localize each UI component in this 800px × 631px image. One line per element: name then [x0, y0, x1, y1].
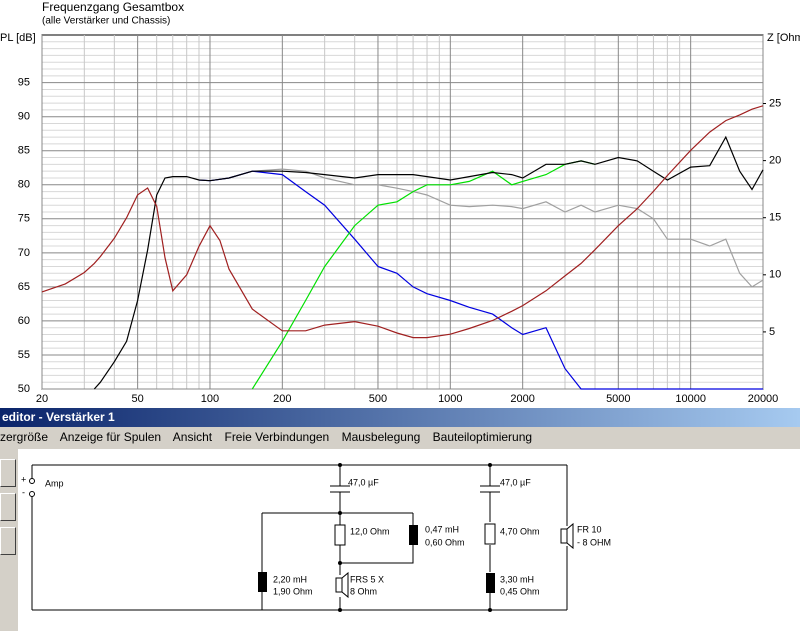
series-line — [251, 160, 596, 390]
inductor-label: 0,47 mH — [425, 524, 459, 534]
x-tick-label: 10000 — [675, 393, 706, 405]
menu-item[interactable]: Ansicht — [172, 430, 213, 444]
capacitor-label: 47,0 µF — [500, 477, 531, 487]
y-tick-label: 50 — [18, 383, 30, 395]
x-tick-label: 20000 — [748, 393, 779, 405]
inductor — [409, 525, 418, 545]
y2-axis-label: Z [Ohm — [767, 32, 800, 44]
window-title: editor - Verstärker 1 — [0, 408, 800, 427]
y-tick-label: 95 — [18, 77, 30, 89]
terminal — [29, 491, 35, 497]
menu-item[interactable]: Mausbelegung — [341, 430, 421, 444]
capacitor-label: 47,0 µF — [348, 477, 379, 487]
x-tick-label: 2000 — [510, 393, 534, 405]
series-line — [41, 105, 764, 339]
x-tick-label: 100 — [201, 393, 219, 405]
x-tick-label: 20 — [36, 393, 48, 405]
wire — [31, 464, 567, 611]
speaker-label: FR 10 — [577, 524, 602, 534]
wire — [480, 465, 568, 610]
speaker — [335, 571, 349, 599]
tool-button[interactable] — [0, 527, 16, 555]
toolbar — [0, 449, 18, 631]
speaker — [560, 522, 574, 550]
y-tick-label: 90 — [18, 111, 30, 123]
menu-item[interactable]: Bauteiloptimierung — [432, 430, 533, 444]
node — [338, 511, 342, 515]
x-tick-label: 5000 — [606, 393, 630, 405]
speaker-label: FRS 5 X — [350, 574, 384, 584]
terminal — [29, 478, 35, 484]
y2-tick-label: 5 — [769, 326, 775, 338]
menu-item[interactable]: zergröße — [0, 430, 49, 444]
menu-bar: zergröße Anzeige für Spulen Ansicht Frei… — [0, 427, 800, 447]
speaker-label: 8 Ohm — [350, 586, 377, 596]
y-tick-label: 55 — [18, 349, 30, 361]
wire — [261, 465, 414, 610]
y2-tick-label: 10 — [769, 269, 781, 281]
series-line — [93, 135, 764, 390]
y2-tick-label: 20 — [769, 155, 781, 167]
inductor-label: 2,20 mH — [273, 574, 307, 584]
y-tick-label: 70 — [18, 247, 30, 259]
amp-label: Amp — [45, 478, 64, 488]
node — [338, 561, 342, 565]
resistor — [334, 524, 346, 546]
x-tick-label: 50 — [132, 393, 144, 405]
y-tick-label: 85 — [18, 145, 30, 157]
x-tick-label: 500 — [369, 393, 387, 405]
inductor-label: 1,90 Ohm — [273, 586, 313, 596]
x-tick-label: 200 — [273, 393, 291, 405]
y-axis-label: PL [dB] — [0, 32, 36, 44]
y2-tick-label: 25 — [769, 97, 781, 109]
y-tick-label: 80 — [18, 179, 30, 191]
series-line — [209, 168, 764, 288]
speaker-label: - 8 OHM — [577, 537, 611, 547]
resistor-label: 4,70 Ohm — [500, 526, 540, 536]
inductor-label: 0,60 Ohm — [425, 537, 465, 547]
inductor — [258, 572, 267, 592]
x-tick-label: 1000 — [438, 393, 462, 405]
chart-subtitle: (alle Verstärker und Chassis) — [42, 16, 170, 27]
resistor — [484, 523, 496, 545]
terminal-label: + — [21, 474, 26, 484]
series-line — [198, 170, 763, 390]
tool-button[interactable] — [0, 459, 16, 487]
inductor-label: 0,45 Ohm — [500, 586, 540, 596]
y-tick-label: 75 — [18, 213, 30, 225]
resistor-label: 12,0 Ohm — [350, 526, 390, 536]
editor-window: editor - Verstärker 1 zergröße Anzeige f… — [0, 408, 800, 631]
tool-button[interactable] — [0, 493, 16, 521]
terminal-label: - — [22, 487, 25, 497]
y-tick-label: 65 — [18, 281, 30, 293]
inductor-label: 3,30 mH — [500, 574, 534, 584]
menu-item[interactable]: Freie Verbindungen — [224, 430, 330, 444]
chart-title: Frequenzgang Gesamtbox — [42, 0, 184, 14]
chart: Frequenzgang Gesamtbox (alle Verstärker … — [0, 0, 800, 405]
y-tick-label: 60 — [18, 315, 30, 327]
inductor — [486, 573, 495, 593]
y2-tick-label: 15 — [769, 212, 781, 224]
circuit: + - Amp 47,0 µF 12,0 Ohm 0,47 mH 0,60 Oh… — [18, 449, 800, 631]
menu-item[interactable]: Anzeige für Spulen — [59, 430, 162, 444]
